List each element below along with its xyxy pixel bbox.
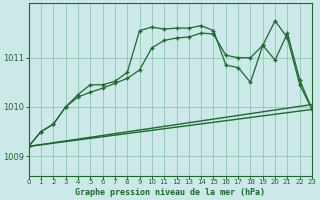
X-axis label: Graphe pression niveau de la mer (hPa): Graphe pression niveau de la mer (hPa) <box>76 188 265 197</box>
